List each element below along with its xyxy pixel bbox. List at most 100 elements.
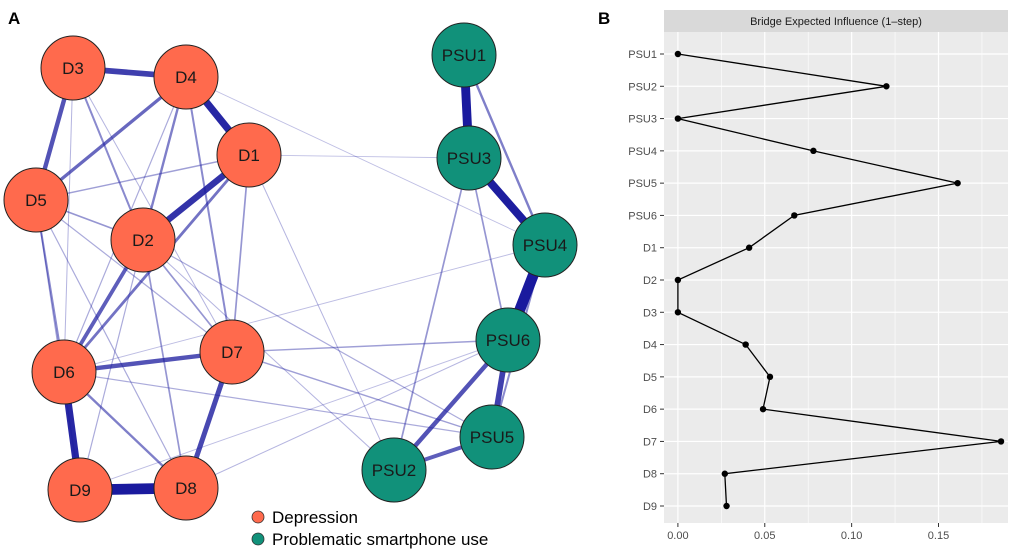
point-d5: [766, 373, 774, 381]
panel-b-label: B: [598, 9, 610, 28]
edge-d1-d7: [231, 154, 250, 353]
edge-d9-d2: [79, 239, 144, 491]
edge-psu1-psu4: [462, 53, 547, 247]
y-tick-label: D3: [643, 307, 657, 319]
chart-title: Bridge Expected Influence (1–step): [750, 16, 922, 28]
edge-d2-psu5: [142, 239, 493, 438]
node-label: PSU1: [442, 46, 486, 65]
node-label: PSU4: [523, 236, 567, 255]
node-psu5: PSU5: [459, 404, 525, 470]
y-tick-label: D5: [643, 372, 657, 384]
y-tick-label: D1: [643, 243, 657, 255]
network-nodes: D3 D4 D1 D5 D2 D6 D7 D9 D8 PSU1 PSU3 PSU4 PSU6 PSU5 PS…: [3, 22, 578, 523]
y-tick-label: D8: [643, 469, 657, 481]
point-psu1: [674, 50, 682, 58]
chart-strip: [664, 10, 1008, 32]
edge-d5-d7: [35, 199, 233, 353]
node-circle: [459, 404, 525, 470]
node-label: D8: [175, 479, 197, 498]
point-psu3: [674, 115, 682, 122]
node-psu6: PSU6: [475, 307, 541, 373]
point-d3: [674, 309, 682, 316]
edge-d6-psu5: [63, 371, 493, 438]
node-circle: [475, 307, 541, 373]
point-d2: [674, 276, 682, 284]
edge-d2-psu2: [142, 239, 395, 471]
y-tick-label: D7: [643, 436, 657, 448]
edge-d5-d8: [35, 199, 187, 489]
legend: Depression Problematic smartphone use: [251, 508, 488, 549]
node-psu3: PSU3: [436, 125, 502, 191]
y-tick-label: PSU1: [628, 49, 657, 61]
point-psu6: [791, 212, 798, 219]
bridge-ei-chart: Bridge Expected Influence (1–step) PSU1 P…: [628, 10, 1008, 542]
point-d1: [745, 244, 753, 251]
edge-d4-d7: [184, 75, 234, 354]
y-tick-label: D4: [643, 340, 657, 352]
node-psu4: PSU4: [512, 212, 578, 278]
node-circle: [47, 457, 113, 523]
point-d8: [721, 470, 729, 477]
node-label: PSU2: [372, 461, 416, 480]
gridlines: [664, 32, 1008, 523]
edge-d5-d1: [35, 154, 250, 201]
y-tick-label: D6: [643, 404, 657, 416]
edge-d2-d8: [142, 239, 187, 489]
x-tick-label: 0.00: [667, 530, 688, 542]
node-circle: [153, 44, 219, 110]
edge-d4-psu4: [185, 76, 546, 246]
legend-depression-label: Depression: [272, 508, 358, 527]
node-d8: D8: [153, 455, 219, 521]
point-psu4: [810, 147, 817, 155]
point-d6: [759, 405, 767, 413]
y-tick-label: PSU2: [628, 81, 657, 93]
node-d6: D6: [31, 339, 97, 405]
node-circle: [199, 319, 265, 385]
node-circle: [216, 122, 282, 188]
y-tick-label: D9: [643, 501, 657, 513]
legend-psu-swatch: [251, 532, 265, 546]
node-label: D9: [69, 481, 91, 500]
edge-d1-psu3: [248, 154, 470, 159]
edge-d7-psu6: [231, 339, 509, 353]
y-tick-label: PSU3: [628, 114, 657, 126]
node-label: D5: [25, 191, 47, 210]
data-series: [674, 50, 1005, 510]
point-d4: [742, 341, 749, 348]
x-tick-label: 0.05: [754, 530, 775, 542]
network-graph: D3 D4 D1 D5 D2 D6 D7 D9 D8 PSU1 PSU3 PSU4 PSU6 PSU5 PS…: [3, 22, 578, 523]
y-tick-label: PSU4: [628, 146, 657, 158]
node-d4: D4: [153, 44, 219, 110]
node-label: D3: [62, 59, 84, 78]
node-label: D4: [175, 68, 197, 87]
y-tick-label: PSU5: [628, 178, 657, 190]
node-d9: D9: [47, 457, 113, 523]
node-circle: [361, 437, 427, 503]
edge-psu3-psu2: [393, 157, 470, 471]
node-circle: [31, 339, 97, 405]
node-label: D2: [132, 231, 154, 250]
edge-d3-d6: [63, 67, 74, 373]
y-axis: PSU1 PSU2 PSU3 PSU4 PSU5 PSU6 D1 D2 D3 D4 D5 D6 D7 D8…: [628, 49, 664, 513]
node-circle: [512, 212, 578, 278]
node-psu1: PSU1: [431, 22, 497, 88]
node-label: PSU3: [447, 149, 491, 168]
legend-psu-label: Problematic smartphone use: [272, 530, 488, 549]
node-circle: [3, 167, 69, 233]
node-circle: [110, 207, 176, 273]
y-tick-label: PSU6: [628, 210, 657, 222]
plot-background: [664, 32, 1008, 523]
x-tick-label: 0.15: [928, 530, 949, 542]
node-d2: D2: [110, 207, 176, 273]
node-label: PSU5: [470, 428, 514, 447]
node-circle: [431, 22, 497, 88]
edge-d8-psu6: [185, 339, 509, 489]
x-axis: 0.00 0.05 0.10 0.15: [667, 523, 949, 542]
node-d3: D3: [40, 35, 106, 101]
node-circle: [153, 455, 219, 521]
edge-d6-psu4: [63, 244, 546, 373]
node-label: D1: [238, 146, 260, 165]
point-d9: [723, 502, 730, 510]
legend-depression-swatch: [251, 510, 265, 524]
edge-d9-psu6: [79, 339, 509, 491]
